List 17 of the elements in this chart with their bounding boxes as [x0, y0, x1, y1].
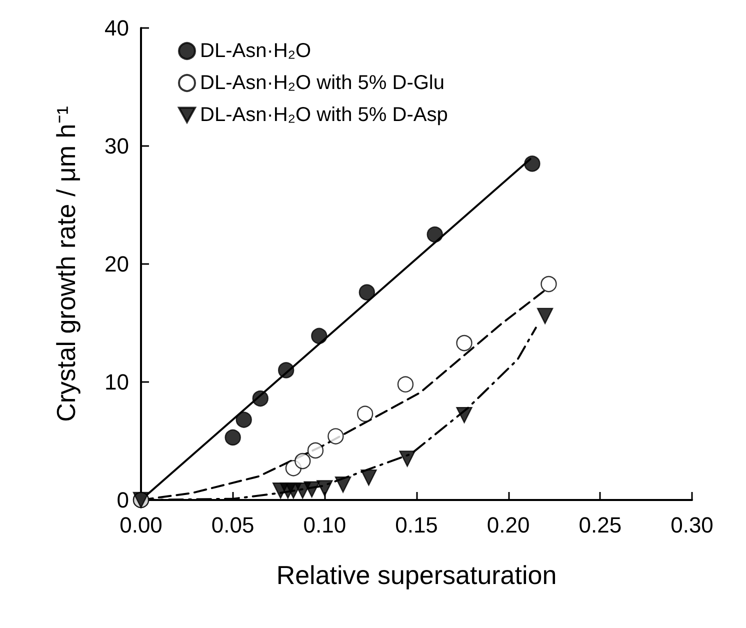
y-axis-title: Crystal growth rate / μm h⁻¹ — [51, 106, 81, 422]
legend-label: DL-Asn·H₂O with 5% D-Glu — [200, 72, 444, 94]
x-tick-label: 0.05 — [211, 512, 254, 538]
x-tick-label: 0.20 — [486, 512, 530, 538]
y-tick-label: 0 — [116, 488, 129, 512]
legend-label: DL-Asn·H₂O with 5% D-Asp — [200, 104, 448, 126]
x-tick-label: 0.15 — [395, 512, 438, 538]
x-axis-title: Relative supersaturation — [276, 560, 557, 590]
y-tick-label: 20 — [104, 252, 129, 276]
x-tick-label: 0.00 — [120, 512, 162, 538]
legend-label: DL-Asn·H₂O — [200, 40, 312, 62]
y-tick-label: 10 — [104, 370, 129, 394]
x-tick-label: 0.25 — [578, 512, 622, 538]
x-tick-label: 0.30 — [670, 512, 714, 538]
x-tick-label: 0.10 — [303, 512, 346, 538]
y-tick-label: 40 — [104, 16, 129, 40]
y-tick-label: 30 — [104, 134, 129, 158]
